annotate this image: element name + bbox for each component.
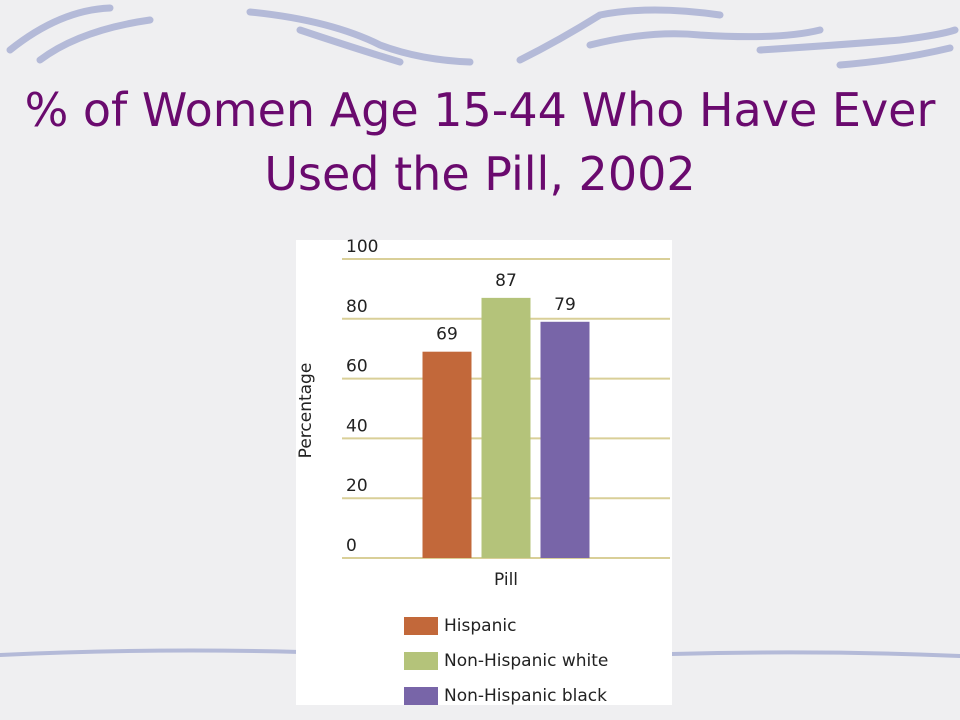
- y-axis-label: Percentage: [296, 363, 316, 459]
- value-label: 87: [495, 271, 517, 291]
- bar: [481, 297, 531, 558]
- y-tick-label: 40: [346, 416, 368, 436]
- legend-swatch: [404, 652, 438, 670]
- legend-label: Hispanic: [444, 616, 516, 636]
- value-label: 69: [436, 325, 458, 345]
- bar: [540, 321, 590, 558]
- chart-title: % of Women Age 15-44 Who Have Ever Used …: [24, 83, 936, 201]
- bar: [422, 351, 472, 558]
- value-label: 79: [554, 295, 576, 315]
- legend-swatch: [404, 617, 438, 635]
- legend-label: Non-Hispanic black: [444, 686, 607, 706]
- legend-swatch: [404, 687, 438, 705]
- x-tick-label: Pill: [494, 570, 518, 590]
- y-tick-label: 0: [346, 536, 357, 556]
- y-tick-label: 80: [346, 297, 368, 317]
- y-tick-label: 20: [346, 476, 368, 496]
- y-tick-label: 100: [346, 237, 378, 257]
- decoration: [0, 4, 960, 658]
- legend-label: Non-Hispanic white: [444, 651, 608, 671]
- y-tick-label: 60: [346, 357, 368, 377]
